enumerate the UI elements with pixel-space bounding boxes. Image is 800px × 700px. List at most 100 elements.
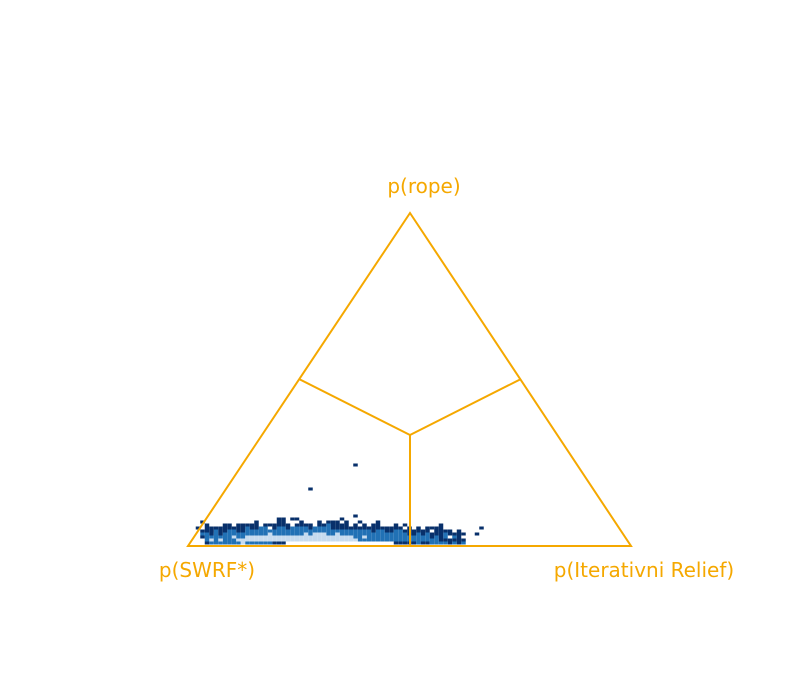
hexbin-cell [353, 532, 358, 536]
hexbin-cell [240, 535, 246, 539]
hexbin-cell [321, 532, 327, 536]
hexbin-cell [204, 526, 210, 530]
hexbin-cell [339, 517, 345, 521]
hexbin-cell [299, 529, 304, 533]
hexbin-cell [290, 529, 295, 533]
triangle-frame [186, 211, 633, 547]
hexbin-cell [308, 535, 313, 539]
hexbin-cell [281, 523, 286, 527]
hexbin-cell [290, 535, 295, 539]
hexbin-cell [218, 526, 223, 530]
hexbin-cell [218, 532, 223, 536]
hexbin-cell [411, 529, 417, 533]
hexbin-cell [272, 532, 277, 536]
hexbin-cell [245, 532, 250, 536]
hexbin-cell [317, 529, 322, 533]
hexbin-cell [344, 532, 349, 536]
hexbin-cell [204, 529, 210, 533]
hexbin-cell [402, 523, 408, 527]
hexbin-cell [398, 541, 403, 545]
hexbin-cell [416, 529, 421, 533]
hexbin-cell [434, 529, 439, 533]
hexbin-cell [209, 526, 214, 530]
hexbin-cell [227, 523, 232, 527]
hexbin-cell [240, 523, 246, 527]
hexbin-cell [312, 532, 318, 536]
hexbin-cell [294, 526, 300, 530]
hexbin-cell [384, 535, 390, 539]
hexbin-cell [263, 526, 268, 530]
hexbin-cell [371, 535, 376, 539]
hexbin-cell [461, 532, 466, 536]
hexbin-cell [218, 535, 223, 539]
hexbin-cell [308, 529, 313, 533]
hexbin-cell [204, 535, 210, 539]
hexbin-cell [366, 526, 372, 530]
hexbin-cell [254, 529, 259, 533]
hexbin-cell [294, 538, 300, 542]
hexbin-cell [258, 535, 264, 539]
hexbin-cell [272, 538, 277, 542]
hexbin-cell [398, 526, 403, 530]
hexbin-cell [362, 526, 367, 530]
hexbin-cell [366, 535, 372, 539]
hexbin-cell [393, 538, 399, 542]
hexbin-cell [429, 538, 435, 542]
hexbin-cell [254, 538, 259, 542]
hexbin-cell [213, 529, 219, 533]
hexbin-cell [339, 538, 345, 542]
hexbin-cell [443, 538, 448, 542]
hexbin-cell [425, 529, 430, 533]
hexbin-cell [452, 538, 457, 542]
hexbin-cell [402, 535, 408, 539]
hexbin-cell [245, 526, 250, 530]
hexbin-cell [447, 532, 453, 536]
hexbin-cell [303, 532, 309, 536]
hexbin-cell [339, 523, 345, 527]
hexbin-cell [308, 487, 313, 491]
hexbin-cell [380, 529, 385, 533]
hexbin-cell [353, 523, 358, 527]
hexbin-cell [249, 532, 255, 536]
hexbin-cell [254, 541, 259, 545]
region-divider-right [409, 378, 522, 436]
hexbin-cell [254, 526, 259, 530]
hexbin-cell [240, 538, 246, 542]
hexbin-cell [245, 523, 250, 527]
hexbin-cell [254, 532, 259, 536]
hexbin-cell [281, 529, 286, 533]
hexbin-cell [227, 538, 232, 542]
hexbin-cell [290, 538, 295, 542]
hexbin-cell [438, 532, 444, 536]
hexbin-cell [209, 529, 214, 533]
hexbin-cell [452, 541, 457, 545]
hexbin-cell [452, 532, 457, 536]
hexbin-cell [218, 541, 223, 545]
hexbin-cell [348, 538, 354, 542]
hexbin-cell [362, 535, 367, 539]
hexbin-cell [236, 526, 241, 530]
hexbin-cell [204, 538, 210, 542]
hexbin-cell [276, 529, 282, 533]
hexbin-cell [375, 529, 381, 533]
hexbin-cell [231, 529, 237, 533]
hexbin-cell [375, 523, 381, 527]
hexbin-cell [249, 523, 255, 527]
hexbin-cell [326, 538, 331, 542]
hexbin-cell [263, 538, 268, 542]
hexbin-cell [434, 535, 439, 539]
hexbin-cell [272, 541, 277, 545]
hexbin-cell [285, 523, 291, 527]
hexbin-cell [276, 541, 282, 545]
hexbin-cell [218, 529, 223, 533]
hexbin-cell [276, 538, 282, 542]
hexbin-cell [254, 535, 259, 539]
hexbin-cell [402, 529, 408, 533]
hexbin-cell [425, 535, 430, 539]
hexbin-cell [317, 535, 322, 539]
hexbin-cell [236, 532, 241, 536]
hexbin-cell [456, 535, 462, 539]
hexbin-cell [425, 532, 430, 536]
hexbin-cell [312, 526, 318, 530]
hexbin-cell [308, 532, 313, 536]
